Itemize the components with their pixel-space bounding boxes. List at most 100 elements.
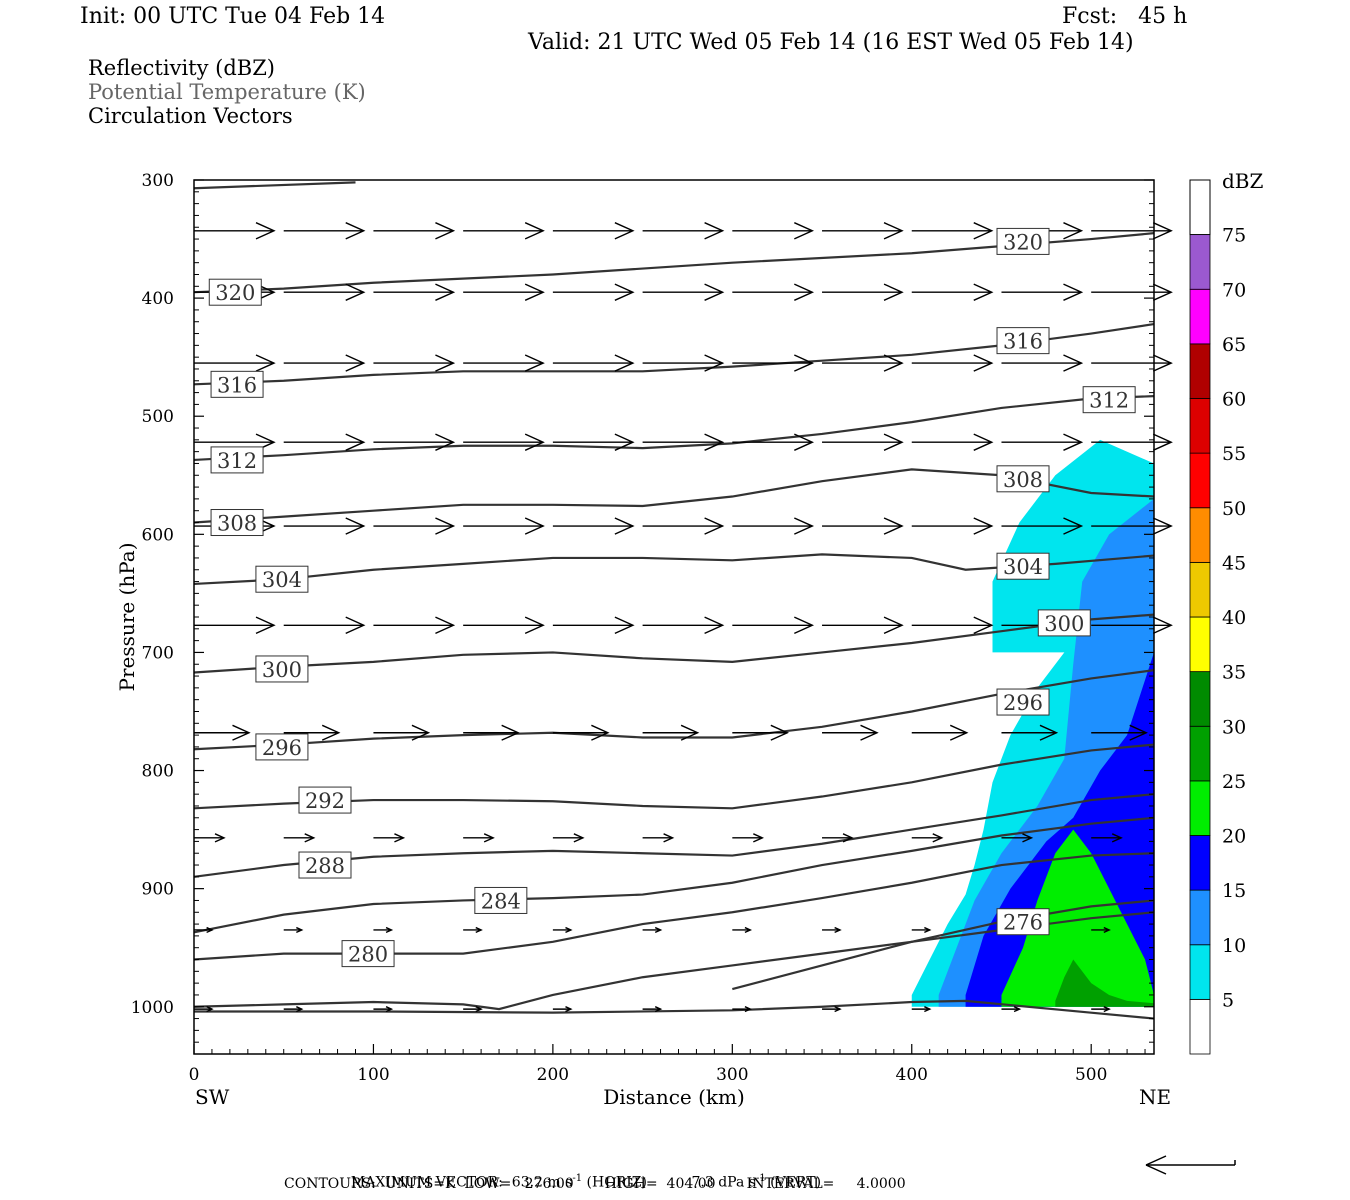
isentrope-label-box bbox=[210, 446, 264, 474]
colorbar-level-label: 70 bbox=[1222, 279, 1246, 301]
colorbar-level-label: 35 bbox=[1222, 662, 1246, 684]
x-axis-label: Distance (km) bbox=[603, 1085, 745, 1109]
isentrope-label: 304 bbox=[262, 568, 302, 592]
circulation-vector-head bbox=[1063, 222, 1084, 240]
circulation-vector-head bbox=[1063, 517, 1084, 535]
isentrope-label-box bbox=[996, 327, 1050, 355]
isentrope-label: 316 bbox=[1003, 330, 1043, 354]
circulation-vector-head bbox=[524, 283, 545, 301]
max-vector-vert: 7.3 dPa s bbox=[691, 1174, 756, 1191]
field-potential-temperature: Potential Temperature (K) bbox=[88, 80, 366, 104]
circulation-vector-head bbox=[345, 222, 366, 240]
circulation-vector-head bbox=[973, 433, 994, 451]
circulation-vector-head bbox=[524, 433, 545, 451]
circulation-vector-head bbox=[973, 616, 994, 635]
circulation-vector-head bbox=[883, 433, 904, 451]
circulation-vector-head bbox=[1152, 283, 1173, 301]
y-tick-label: 800 bbox=[142, 762, 174, 782]
isentrope-label-box bbox=[341, 940, 395, 968]
colorbar-level-label: 75 bbox=[1222, 225, 1246, 247]
circulation-vector-head bbox=[973, 517, 994, 535]
circulation-vector-head bbox=[654, 1006, 663, 1013]
isentrope-label-box bbox=[996, 688, 1050, 716]
isentrope-label: 312 bbox=[217, 449, 257, 473]
isentrope-label-box bbox=[996, 552, 1050, 580]
colorbar-segment bbox=[1189, 616, 1211, 673]
circulation-vector-head bbox=[524, 517, 545, 535]
isentrope-label-box bbox=[255, 655, 309, 683]
circulation-vector-head bbox=[883, 283, 904, 301]
circulation-vector-head bbox=[794, 283, 815, 301]
circulation-vector-head bbox=[614, 433, 635, 451]
reflectivity-region-20 bbox=[1001, 829, 1154, 1007]
circulation-vector-head bbox=[321, 724, 341, 741]
circulation-vector-head bbox=[1103, 1006, 1111, 1013]
circulation-vector-head bbox=[1063, 354, 1084, 372]
isentrope-label-box bbox=[1037, 609, 1091, 637]
colorbar-segment bbox=[1189, 835, 1211, 891]
isentrope-label: 304 bbox=[1003, 555, 1043, 579]
circulation-vector-head bbox=[435, 222, 456, 240]
isentrope-label: 320 bbox=[215, 281, 255, 305]
isentrope-label: 300 bbox=[1044, 612, 1084, 636]
circulation-vector-head bbox=[924, 926, 932, 934]
isentrope-label: 308 bbox=[217, 512, 257, 536]
circulation-vector-head bbox=[483, 833, 495, 843]
isentrope-label-box bbox=[208, 278, 262, 306]
colorbar-level-label: 60 bbox=[1222, 389, 1246, 411]
x-tick-label: 100 bbox=[357, 1065, 389, 1085]
reference-vector-arrow bbox=[1145, 1155, 1236, 1175]
colorbar-unit: dBZ bbox=[1222, 169, 1264, 193]
circulation-vector-head bbox=[973, 222, 994, 240]
isentrope-label-box bbox=[996, 227, 1050, 255]
circulation-vector-head bbox=[1013, 1006, 1022, 1013]
isentrope-label-box bbox=[255, 565, 309, 593]
circulation-vector-head bbox=[524, 222, 545, 240]
circulation-vector-head bbox=[345, 283, 366, 301]
circulation-vector-head bbox=[883, 616, 904, 635]
x-axis: 0 100 200 300 400 500 bbox=[189, 1044, 1146, 1085]
colorbar-level-label: 65 bbox=[1222, 334, 1246, 356]
max-vector-vert-unit: (VERT) bbox=[770, 1174, 822, 1191]
circulation-vector-head bbox=[385, 926, 394, 934]
circulation-vector-head bbox=[345, 517, 366, 535]
circulation-vector-head bbox=[794, 433, 815, 451]
colorbar: 5 10 15 20 25 30 35 40 45 50 55 60 65 70 75 bbox=[1189, 179, 1246, 1055]
circulation-vector-head bbox=[834, 926, 842, 934]
circulation-vector-head bbox=[1152, 433, 1173, 451]
isentrope-label-box bbox=[210, 370, 264, 398]
y-tick-label: 500 bbox=[142, 407, 174, 427]
colorbar-segment bbox=[1189, 561, 1211, 618]
max-vector-horiz: 63.2 m s bbox=[511, 1174, 573, 1191]
isentrope-label-box bbox=[1082, 386, 1136, 414]
circulation-vector-head bbox=[614, 517, 635, 535]
isentrope-label-box bbox=[298, 786, 352, 814]
isentrope-300 bbox=[193, 613, 1155, 674]
y-tick-label: 700 bbox=[142, 643, 174, 663]
max-vector-line: MAXIMUM VECTOR: 63.2 m s-1 (HORIZ) 7.3 d… bbox=[350, 1173, 822, 1191]
x-tick-label: 400 bbox=[896, 1065, 928, 1085]
circulation-vector-head bbox=[1103, 926, 1111, 934]
circulation-vector-head bbox=[435, 517, 456, 535]
circulation-vector-head bbox=[704, 517, 725, 535]
circulation-vector-head bbox=[475, 1006, 483, 1013]
circulation-vector-head bbox=[614, 354, 635, 372]
circulation-vector-head bbox=[591, 724, 610, 741]
y-tick-label: 900 bbox=[142, 880, 174, 900]
colorbar-level-label: 30 bbox=[1222, 716, 1246, 738]
isentrope-label-box bbox=[996, 908, 1050, 936]
colorbar-level-label: 15 bbox=[1222, 880, 1246, 902]
circulation-vector-head bbox=[744, 926, 753, 934]
circulation-vector-head bbox=[1022, 833, 1034, 843]
colorbar-segment bbox=[1189, 288, 1211, 345]
isentrope-label-box bbox=[996, 465, 1050, 493]
circulation-vector-head bbox=[1152, 616, 1173, 635]
isentrope-276 bbox=[732, 899, 1155, 991]
circulation-vector-head bbox=[524, 354, 545, 372]
y-tick-label: 1000 bbox=[131, 998, 174, 1018]
circulation-vector-head bbox=[860, 724, 879, 741]
isentrope-320 bbox=[193, 232, 1155, 294]
field-circulation-vectors: Circulation Vectors bbox=[88, 104, 293, 128]
circulation-vector-head bbox=[345, 616, 366, 635]
circulation-vector-head bbox=[1039, 724, 1059, 741]
